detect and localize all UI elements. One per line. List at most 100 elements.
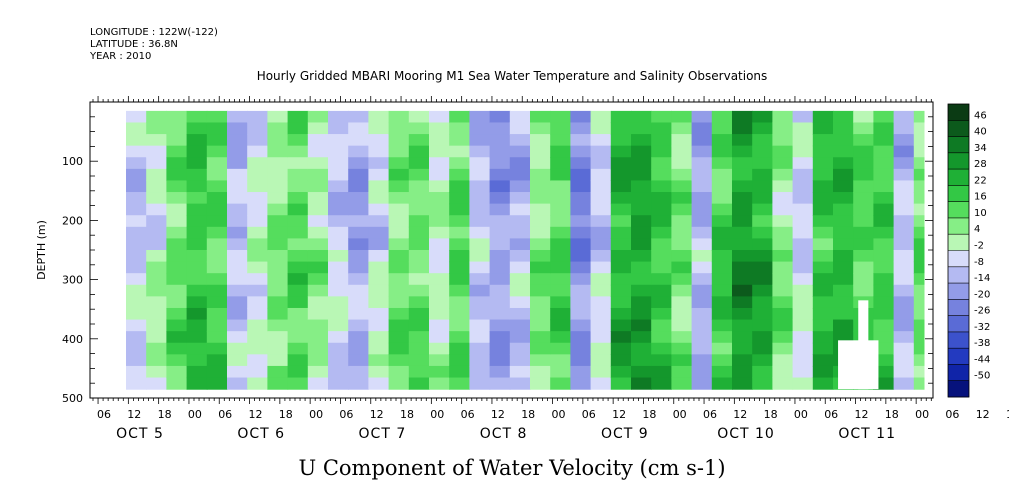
heatmap-cell xyxy=(671,122,693,135)
heatmap-cell xyxy=(752,331,773,344)
heatmap-cell xyxy=(812,296,834,309)
heatmap-cell xyxy=(812,110,834,124)
heatmap-cell xyxy=(126,342,147,355)
heatmap-cell xyxy=(287,307,309,321)
colorbar-segment xyxy=(948,331,969,349)
heatmap-cell xyxy=(247,250,268,263)
heatmap-cell xyxy=(166,180,188,193)
heatmap-cell xyxy=(126,203,147,216)
heatmap-cell xyxy=(267,168,289,182)
x-day-label: OCT 6 xyxy=(237,426,285,442)
heatmap-cell xyxy=(812,238,834,251)
heatmap-cell xyxy=(469,261,491,274)
x-tick-label: 18 xyxy=(158,408,172,421)
heatmap-cell xyxy=(146,284,167,297)
heatmap-cell xyxy=(489,354,511,367)
heatmap-cell xyxy=(449,354,470,367)
heatmap-cell xyxy=(186,273,208,286)
heatmap-cell xyxy=(550,331,571,344)
heatmap-cell xyxy=(408,365,430,379)
heatmap-cell xyxy=(812,354,834,367)
heatmap-cell xyxy=(227,354,248,367)
heatmap-cell xyxy=(651,342,672,355)
heatmap-cell xyxy=(853,122,874,135)
x-tick-label: 06 xyxy=(945,408,959,421)
heatmap-cell xyxy=(489,331,511,344)
heatmap-cell xyxy=(853,261,874,274)
x-tick-label: 18 xyxy=(642,408,656,421)
heatmap-cell xyxy=(792,238,814,251)
heatmap-cell xyxy=(348,342,369,355)
missing-data-patch xyxy=(858,300,869,390)
heatmap-cell xyxy=(227,377,248,390)
y-axis-label: DEPTH (m) xyxy=(35,220,48,280)
heatmap-cell xyxy=(227,145,248,158)
heatmap-cell xyxy=(307,261,329,274)
heatmap-cell xyxy=(812,134,834,147)
heatmap-cell xyxy=(610,145,632,158)
heatmap-cell xyxy=(388,261,410,274)
heatmap-cell xyxy=(590,110,612,124)
heatmap-cell xyxy=(328,134,349,147)
heatmap-cell xyxy=(166,284,188,297)
heatmap-cell xyxy=(873,215,895,228)
heatmap-cell xyxy=(206,226,228,239)
heatmap-cell xyxy=(671,331,693,344)
heatmap-cell xyxy=(408,354,430,367)
heatmap-cell xyxy=(913,342,925,355)
heatmap-cell xyxy=(509,261,531,274)
heatmap-cell xyxy=(590,365,612,379)
heatmap-cell xyxy=(449,192,470,205)
heatmap-cell xyxy=(328,157,349,170)
colorbar-segment xyxy=(948,315,969,333)
heatmap-cell xyxy=(651,145,672,158)
heatmap-cell xyxy=(873,319,895,332)
heatmap-cell xyxy=(408,261,430,274)
heatmap-cell xyxy=(610,134,632,147)
heatmap-cell xyxy=(732,180,753,193)
heatmap-cell xyxy=(489,250,511,263)
heatmap-cell xyxy=(550,157,571,170)
heatmap-cell xyxy=(429,273,450,286)
colorbar-label: -20 xyxy=(974,289,990,300)
heatmap-cell xyxy=(752,377,773,390)
heatmap-cell xyxy=(186,342,208,355)
heatmap-cell xyxy=(307,273,329,286)
heatmap-cell xyxy=(570,145,592,158)
heatmap-cell xyxy=(408,377,430,390)
heatmap-cell xyxy=(691,226,713,239)
x-day-labels: OCT 5 OCT 6 OCT 7 OCT 8 OCT 9 OCT 10 OCT 11 xyxy=(116,426,895,442)
heatmap-cell xyxy=(853,215,874,228)
heatmap-cell xyxy=(752,365,773,379)
heatmap-cell xyxy=(408,215,430,228)
heatmap-cell xyxy=(328,284,349,297)
heatmap-cell xyxy=(267,331,289,344)
heatmap-cell xyxy=(711,168,733,182)
heatmap-cell xyxy=(873,284,895,297)
colorbar-segment xyxy=(948,234,969,251)
heatmap-cell xyxy=(206,180,228,193)
heatmap-cell xyxy=(348,273,369,286)
heatmap-area xyxy=(126,110,925,390)
heatmap-cell xyxy=(449,319,470,332)
heatmap-cell xyxy=(792,145,814,158)
chart-title: Hourly Gridded MBARI Mooring M1 Sea Wate… xyxy=(257,69,768,83)
heatmap-cell xyxy=(146,134,167,147)
heatmap-cell xyxy=(307,192,329,205)
heatmap-cell xyxy=(530,145,551,158)
heatmap-cell xyxy=(328,110,349,124)
heatmap-cell xyxy=(126,192,147,205)
heatmap-cell xyxy=(267,203,289,216)
heatmap-cell xyxy=(328,354,349,367)
heatmap-cell xyxy=(166,307,188,321)
heatmap-cell xyxy=(752,342,773,355)
heatmap-cell xyxy=(449,365,470,379)
heatmap-cell xyxy=(469,377,491,390)
heatmap-cell xyxy=(388,331,410,344)
heatmap-cell xyxy=(348,319,369,332)
heatmap-cell xyxy=(166,122,188,135)
heatmap-cell xyxy=(206,342,228,355)
heatmap-cell xyxy=(247,296,268,309)
heatmap-cell xyxy=(913,168,925,182)
heatmap-cell xyxy=(126,273,147,286)
